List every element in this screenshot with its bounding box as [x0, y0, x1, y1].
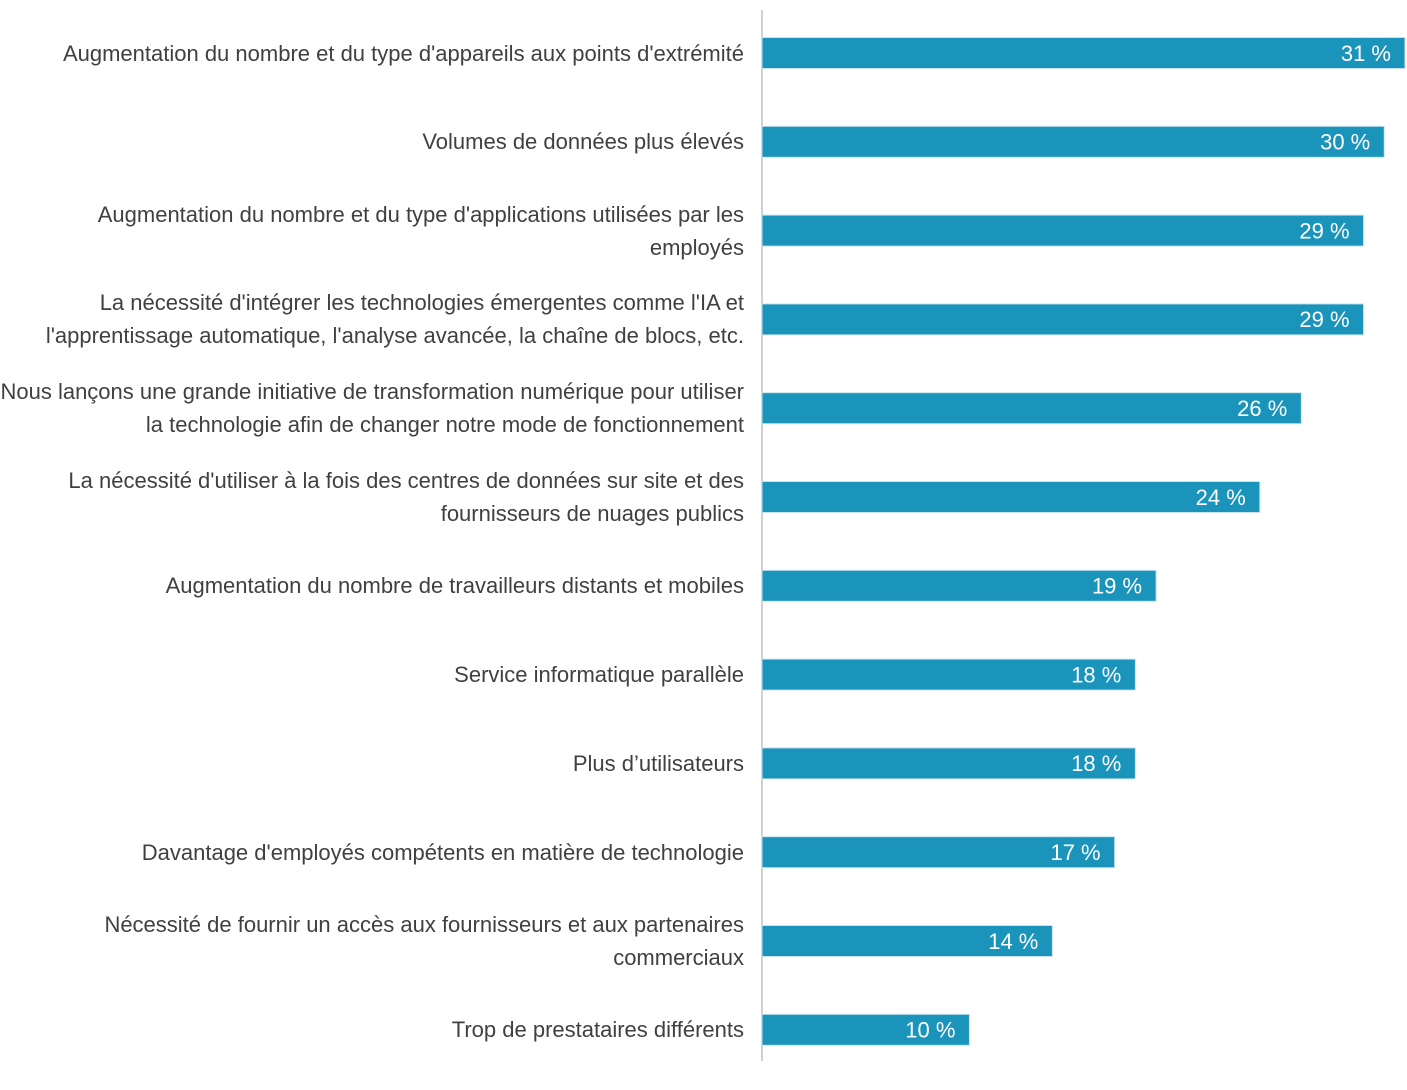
bar — [761, 303, 1365, 336]
category-text: Nous lançons une grande initiative de tr… — [0, 379, 744, 438]
category-label: La nécessité d'intégrer les technologies… — [0, 259, 744, 379]
value-label: 30 % — [1320, 130, 1370, 155]
category-label: Augmentation du nombre et du type d'appl… — [0, 171, 744, 291]
chart: 31 % 30 % 29 % 29 % 26 % 24 % 19 % 18 % 18 % 17 %… — [761, 10, 1406, 1061]
bar — [761, 125, 1385, 158]
category-label: La nécessité d'utiliser à la fois des ce… — [0, 437, 744, 557]
category-text: Trop de prestataires différents — [451, 1017, 744, 1043]
category-text: Augmentation du nombre de travailleurs d… — [165, 573, 744, 599]
value-label: 31 % — [1341, 41, 1391, 66]
category-text: Plus d’utilisateurs — [572, 750, 744, 776]
category-label: Volumes de données plus élevés — [0, 82, 744, 202]
value-label: 26 % — [1237, 396, 1287, 421]
value-label: 17 % — [1050, 840, 1100, 865]
category-text: Nécessité de fournir un accès aux fourni… — [104, 912, 744, 970]
category-label: Service informatique parallèle — [0, 615, 744, 735]
category-label: Augmentation du nombre de travailleurs d… — [0, 526, 744, 646]
page: {"chart_data": {"type": "bar", "orientat… — [0, 0, 1406, 1061]
category-text: Service informatique parallèle — [454, 662, 744, 688]
category-label: Trop de prestataires différents — [0, 970, 744, 1090]
category-text: La nécessité d'intégrer les technologies… — [45, 290, 744, 349]
value-label: 29 % — [1299, 307, 1349, 332]
value-label: 29 % — [1299, 218, 1349, 243]
category-label: Nécessité de fournir un accès aux fourni… — [0, 881, 744, 1001]
category-label: Davantage d'employés compétents en matiè… — [0, 792, 744, 912]
bar — [761, 392, 1302, 425]
value-label: 18 % — [1071, 662, 1121, 687]
bar — [761, 925, 1053, 957]
category-text: Volumes de données plus élevés — [422, 129, 744, 155]
bar — [761, 658, 1136, 691]
bar — [761, 569, 1157, 602]
category-label: Nous lançons une grande initiative de tr… — [0, 348, 744, 468]
category-text: La nécessité d'utiliser à la fois des ce… — [68, 468, 744, 526]
category-text: Augmentation du nombre et du type d'appl… — [97, 201, 744, 260]
bar — [761, 214, 1365, 247]
bar — [761, 481, 1261, 513]
category-text: Augmentation du nombre et du type d'appa… — [62, 40, 744, 66]
category-text: Davantage d'employés compétents en matiè… — [141, 839, 744, 865]
value-label: 19 % — [1092, 574, 1142, 599]
bar — [761, 747, 1136, 780]
value-label: 10 % — [905, 1018, 955, 1043]
category-label: Augmentation du nombre et du type d'appa… — [0, 0, 744, 113]
value-label: 14 % — [988, 929, 1038, 954]
category-label: Plus d’utilisateurs — [0, 703, 744, 823]
bar — [761, 1013, 970, 1046]
bar — [761, 836, 1116, 869]
bar — [761, 37, 1406, 69]
value-label: 18 % — [1071, 751, 1121, 776]
value-label: 24 % — [1196, 485, 1246, 510]
